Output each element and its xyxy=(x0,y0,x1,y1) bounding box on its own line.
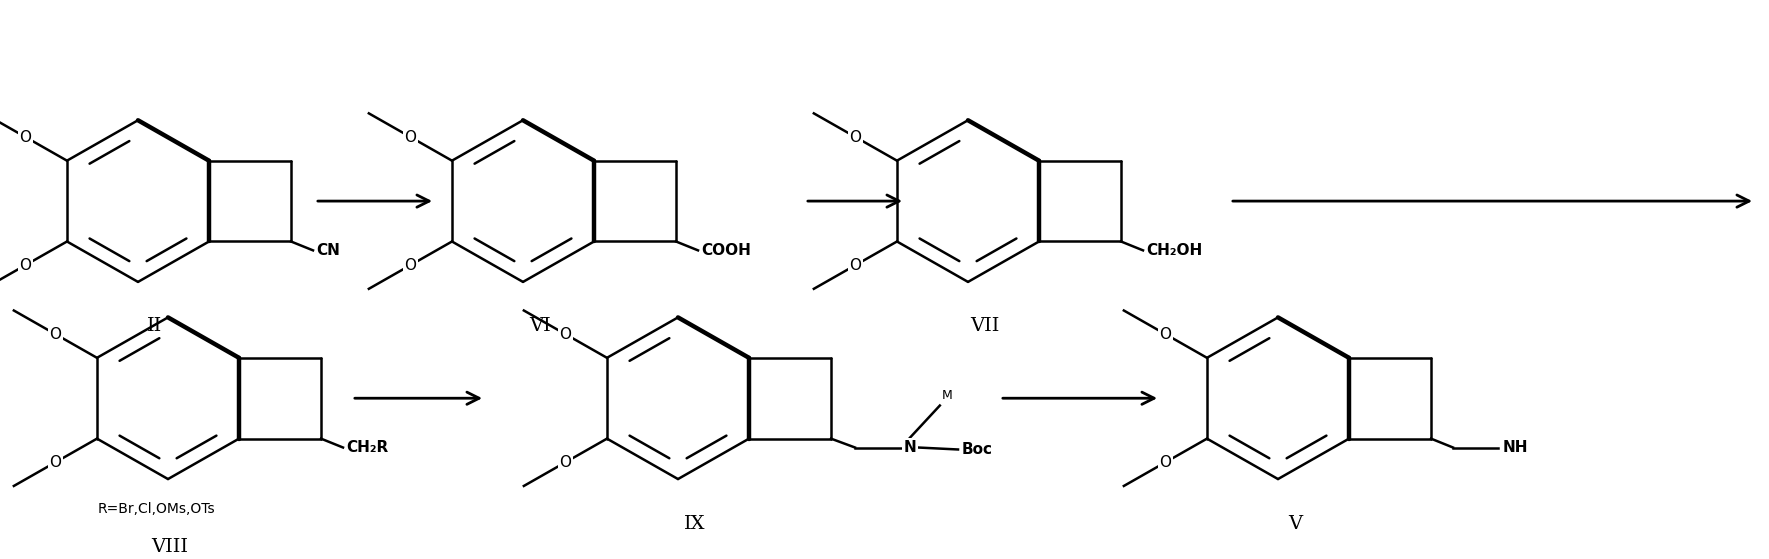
Text: CH₂R: CH₂R xyxy=(347,440,387,455)
Text: O: O xyxy=(50,455,62,470)
Text: R=Br,Cl,OMs,OTs: R=Br,Cl,OMs,OTs xyxy=(97,502,216,516)
Text: II: II xyxy=(147,318,163,335)
Text: COOH: COOH xyxy=(701,243,750,258)
Text: VIII: VIII xyxy=(152,538,189,556)
Text: O: O xyxy=(849,130,862,145)
Text: N: N xyxy=(904,440,916,455)
Text: CN: CN xyxy=(317,243,340,258)
Text: IX: IX xyxy=(685,514,706,533)
Text: O: O xyxy=(405,258,416,273)
Text: V: V xyxy=(1288,514,1302,533)
Text: M: M xyxy=(941,389,952,401)
Text: O: O xyxy=(559,455,571,470)
Text: O: O xyxy=(559,326,571,342)
Text: CH₂OH: CH₂OH xyxy=(1146,243,1203,258)
Text: O: O xyxy=(19,258,32,273)
Text: O: O xyxy=(19,130,32,145)
Text: Boc: Boc xyxy=(962,442,992,457)
Text: O: O xyxy=(1159,455,1171,470)
Text: O: O xyxy=(50,326,62,342)
Text: O: O xyxy=(849,258,862,273)
Text: VII: VII xyxy=(971,318,999,335)
Text: O: O xyxy=(405,130,416,145)
Text: NH: NH xyxy=(1504,440,1528,455)
Text: VI: VI xyxy=(529,318,550,335)
Text: O: O xyxy=(1159,326,1171,342)
